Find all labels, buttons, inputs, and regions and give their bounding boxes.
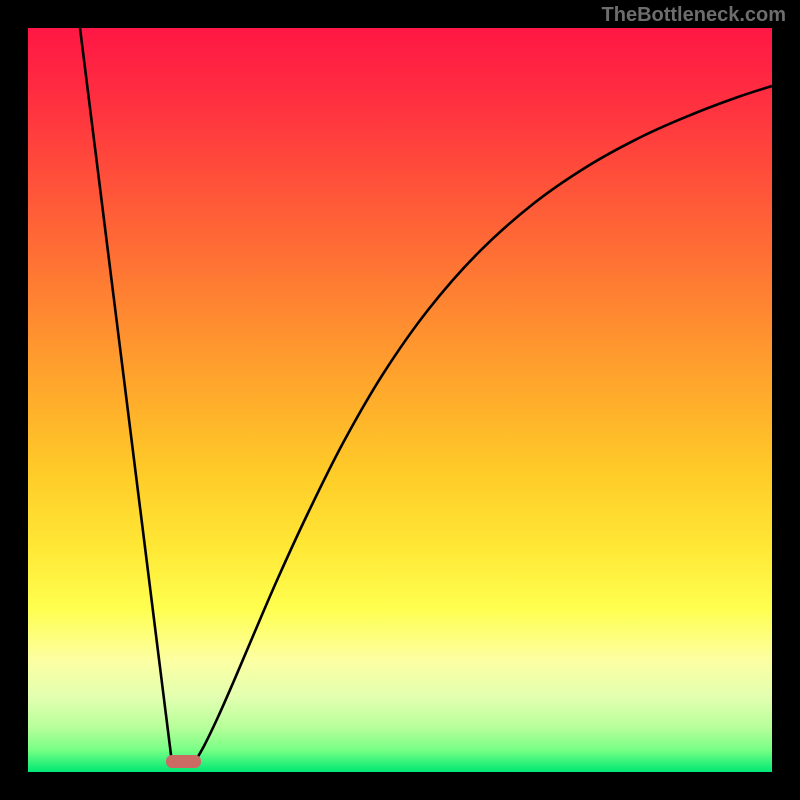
curve-right-path — [194, 86, 772, 763]
minimum-marker — [166, 755, 201, 768]
curve-layer — [28, 28, 772, 772]
curve-left-line — [80, 28, 172, 763]
watermark-text: TheBottleneck.com — [602, 4, 786, 27]
plot-area — [28, 28, 772, 772]
